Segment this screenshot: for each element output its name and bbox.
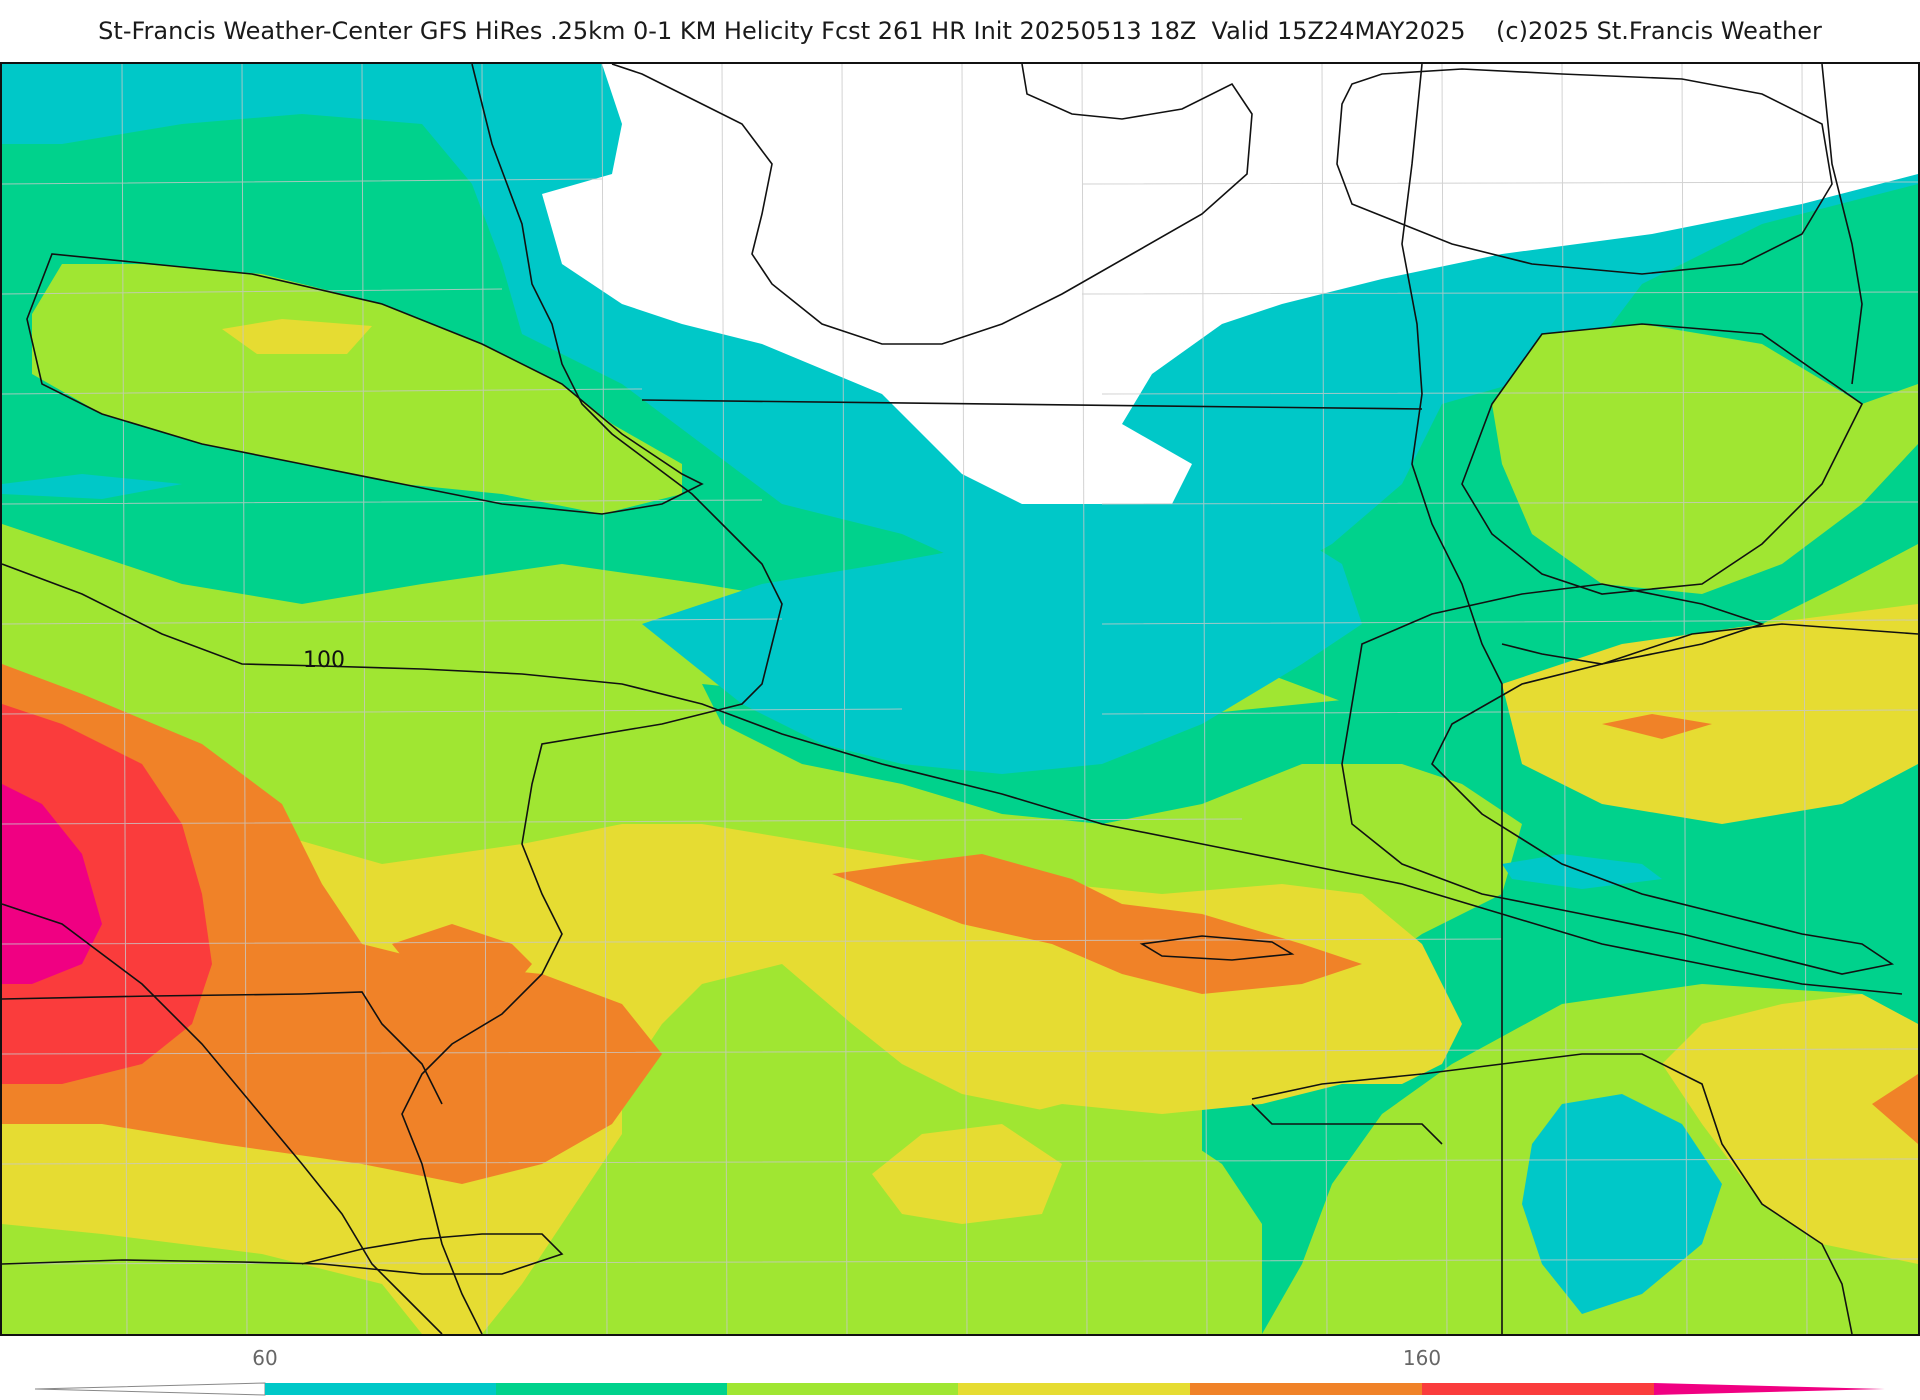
contour-sw-outer [2, 903, 443, 1334]
band-below-60-north [542, 64, 1918, 504]
colorbar-left-arrow [34, 1382, 266, 1396]
colorbar-tick-60: 60 [252, 1346, 278, 1370]
colorbar-segment-1 [265, 1383, 496, 1395]
band-100-120-south-west [2, 1224, 422, 1334]
band-160-180-sw [2, 704, 212, 1084]
band-140-160-mid-west [392, 924, 532, 1024]
band-100-120-nw [32, 264, 682, 514]
contour-label-100: 100 [303, 648, 345, 673]
colorbar-right-arrow [1654, 1383, 1885, 1395]
band-60-80-se [1522, 1094, 1722, 1314]
helicity-map: 100 [0, 62, 1920, 1336]
contour-nw [26, 253, 704, 515]
contour-lines [2, 64, 1903, 1334]
county-lines [2, 64, 1918, 1334]
colorbar-strip [34, 1382, 1885, 1396]
helicity-map-canvas: 100 [2, 64, 1918, 1334]
band-120-140-nw-inner [222, 319, 372, 354]
colorbar-segment-6 [1422, 1383, 1654, 1395]
band-120-140-east [1502, 604, 1918, 1264]
contour-center-small [1139, 935, 1295, 961]
contour-sw-inner [2, 1233, 564, 1275]
contour-east-loop [1341, 583, 1895, 975]
contour-north-mid [611, 64, 1253, 345]
color-legend: 60 160 [0, 1336, 1920, 1400]
colorbar-segment-5 [1190, 1383, 1422, 1395]
contour-100-main [2, 563, 1903, 995]
contour-se-left [1251, 1103, 1443, 1145]
band-140-160-central [832, 854, 1362, 994]
contour-north-east [1336, 68, 1833, 275]
contour-se [1251, 1053, 1853, 1334]
band-100-120-ne [1492, 324, 1918, 594]
band-above-180-sw [2, 784, 102, 984]
band-140-160-far-east [1872, 1074, 1918, 1144]
colorbar-segment-4 [958, 1383, 1190, 1395]
contour-east-ring [1461, 323, 1864, 595]
colorbar-tick-160: 160 [1402, 1346, 1442, 1370]
colorbar-segment-3 [727, 1383, 958, 1395]
band-120-140-patch [872, 1124, 1062, 1224]
colorbar-segment-2 [496, 1383, 727, 1395]
band-60-80-west [2, 474, 182, 499]
state-borders [2, 64, 1918, 1334]
map-title: St-Francis Weather-Center GFS HiRes .25k… [98, 17, 1822, 45]
